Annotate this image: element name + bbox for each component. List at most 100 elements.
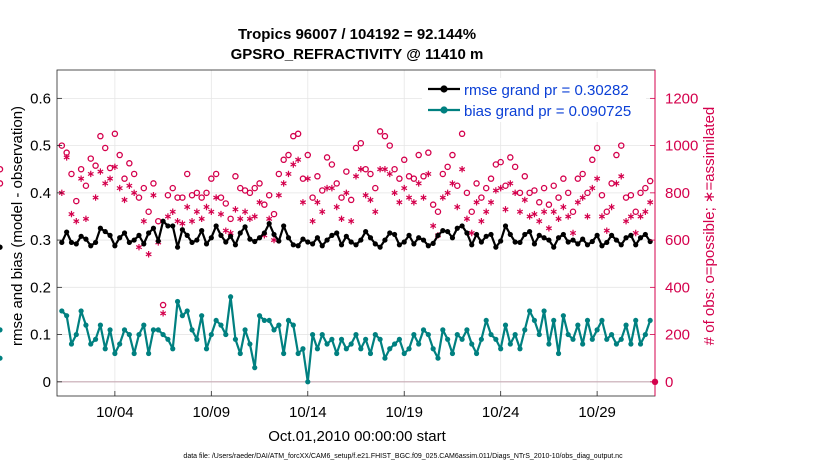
rmse-point: [382, 237, 388, 243]
y-right-tick-label: 200: [665, 327, 690, 344]
bias-point: [319, 331, 325, 338]
bias-point: [522, 327, 528, 333]
obs-possible-marker: [434, 208, 442, 215]
obs-possible-marker: [367, 170, 374, 178]
bias-point: [78, 308, 84, 314]
obs-assimilated-marker: [92, 194, 99, 201]
obs-assimilated-marker: [87, 170, 94, 178]
obs-possible-marker: [77, 165, 85, 173]
bias-point: [618, 336, 624, 342]
obs-assimilated-marker: [309, 217, 316, 225]
obs-assimilated-marker: [131, 189, 138, 197]
obs-possible-marker: [454, 182, 461, 190]
bias-point: [502, 322, 509, 328]
x-tick-label: 10/04: [96, 404, 134, 421]
y-right-tick-label: 800: [665, 185, 690, 202]
rmse-point: [348, 239, 354, 245]
obs-assimilated-marker: [492, 187, 499, 194]
obs-assimilated-marker: [290, 161, 297, 168]
obs-assimilated-marker: [78, 175, 85, 182]
obs-possible-marker: [613, 151, 620, 159]
obs-possible-marker: [429, 201, 437, 208]
obs-possible-marker: [550, 182, 557, 190]
rmse-point: [247, 236, 253, 242]
rmse-point: [618, 242, 624, 248]
bias-point: [608, 331, 615, 338]
obs-assimilated-marker: [63, 154, 70, 161]
bias-point: [203, 346, 210, 352]
bias-point: [150, 327, 157, 333]
bias-point: [0, 355, 3, 361]
obs-assimilated-marker: [420, 194, 427, 201]
bias-point: [425, 331, 431, 338]
obs-possible-marker: [222, 200, 230, 207]
rmse-point: [218, 232, 224, 238]
legend-bias-label: bias grand pr = 0.090725: [464, 103, 631, 120]
legend-box: [422, 78, 646, 122]
bias-point: [338, 336, 345, 342]
x-tick-label: 10/29: [578, 404, 616, 421]
rmse-point: [285, 235, 292, 241]
obs-assimilated-marker: [396, 199, 403, 206]
rmse-point: [507, 231, 513, 238]
obs-assimilated-marker: [415, 180, 422, 187]
bias-point: [88, 341, 94, 347]
rmse-point: [228, 233, 234, 239]
obs-assimilated-marker: [246, 215, 253, 223]
obs-possible-marker: [507, 154, 514, 161]
obs-possible-marker: [415, 151, 422, 159]
obs-assimilated-marker: [352, 173, 360, 180]
rmse-point: [309, 241, 316, 247]
obs-possible-marker: [642, 184, 649, 192]
rmse-point: [391, 231, 398, 238]
obs-possible-marker: [357, 139, 365, 147]
obs-possible-marker: [497, 158, 504, 166]
rmse-point: [97, 225, 104, 231]
rmse-point: [445, 228, 451, 235]
y-right-tick-label: 1000: [665, 138, 698, 155]
bias-point: [647, 317, 653, 324]
obs-assimilated-marker: [439, 194, 446, 201]
obs-possible-marker: [487, 175, 495, 182]
obs-possible-marker: [135, 194, 143, 201]
bias-point: [478, 336, 484, 342]
obs-assimilated-marker: [372, 208, 379, 215]
obs-possible-marker: [449, 151, 456, 159]
bias-point: [613, 341, 620, 347]
bias-point: [637, 341, 644, 347]
bias-point: [604, 336, 610, 342]
obs-assimilated-marker: [160, 310, 167, 317]
bias-point: [247, 341, 253, 347]
rmse-point: [252, 238, 258, 245]
rmse-point: [121, 230, 128, 236]
obs-assimilated-marker: [304, 175, 311, 182]
obs-possible-marker: [516, 189, 524, 197]
obs-assimilated-marker: [314, 199, 321, 206]
bias-point: [266, 317, 272, 324]
obs-assimilated-marker: [627, 213, 634, 220]
bias-point: [117, 341, 123, 347]
rmse-point: [213, 223, 219, 229]
obs-assimilated-marker: [541, 208, 548, 215]
bias-point: [546, 341, 552, 347]
rmse-point: [295, 243, 301, 249]
bias-point: [300, 346, 306, 352]
obs-possible-marker: [473, 180, 480, 187]
bias-point: [112, 350, 118, 357]
rmse-point: [469, 242, 475, 248]
rmse-point: [174, 244, 181, 250]
rmse-point: [271, 231, 277, 238]
bias-point: [160, 331, 166, 338]
obs-assimilated-marker: [295, 156, 302, 163]
obs-assimilated-marker: [140, 217, 147, 225]
obs-possible-marker: [126, 160, 133, 167]
obs-possible-marker: [396, 175, 403, 182]
rmse-point: [363, 228, 369, 235]
obs-possible-marker: [502, 182, 509, 190]
bias-point: [411, 331, 417, 338]
bias-point: [285, 317, 292, 324]
obs-possible-marker: [540, 184, 548, 192]
obs-possible-marker: [637, 189, 644, 197]
bias-point: [155, 327, 161, 333]
